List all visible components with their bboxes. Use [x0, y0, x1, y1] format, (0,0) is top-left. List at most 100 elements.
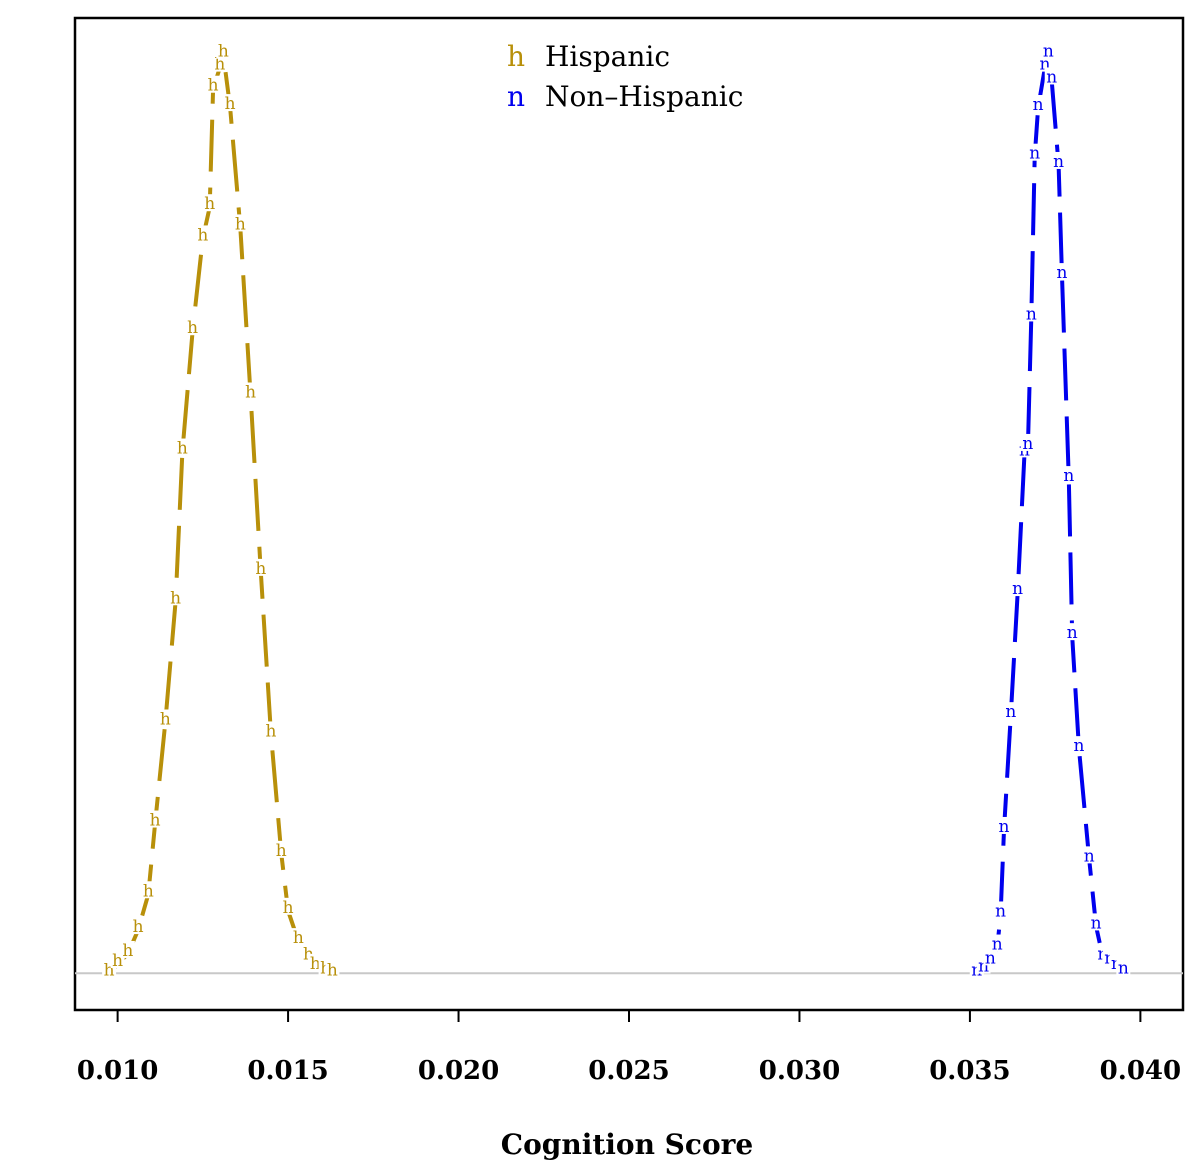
series-hispanic: hhhhhhhhhhhhhhhhhhhhhhhhhhh [102, 41, 340, 980]
point-mask [120, 940, 135, 958]
x-tick-label: 0.040 [1100, 1056, 1181, 1086]
data-point: h [283, 898, 294, 918]
x-tick-label: 0.025 [588, 1056, 669, 1086]
legend: h Hispanic n Non–Hispanic [507, 40, 743, 113]
point-mask [1082, 846, 1097, 864]
point-mask [1089, 913, 1104, 931]
data-point: n [1012, 579, 1023, 599]
data-point: n [1005, 702, 1016, 722]
point-mask [168, 588, 183, 606]
legend-symbol: n [507, 80, 525, 113]
point-mask [175, 438, 190, 456]
point-mask [1010, 579, 1025, 597]
data-point: h [177, 439, 188, 459]
x-tick-label: 0.035 [929, 1056, 1010, 1086]
point-mask [1065, 623, 1080, 641]
data-point: h [170, 588, 181, 608]
point-mask [185, 318, 200, 336]
data-point: n [992, 935, 1003, 955]
data-point: h [310, 954, 321, 974]
point-mask [212, 54, 227, 72]
data-point: h [235, 214, 246, 234]
data-point: n [1118, 958, 1129, 978]
point-mask [983, 948, 998, 966]
point-mask [1024, 304, 1039, 322]
data-point: h [133, 917, 144, 937]
point-mask [141, 881, 156, 899]
data-point: h [293, 928, 304, 948]
data-point: n [1029, 144, 1040, 164]
point-mask [1003, 702, 1018, 720]
data-point: h [214, 55, 225, 75]
data-point: n [1091, 913, 1102, 933]
data-point: n [995, 901, 1006, 921]
data-point: n [985, 948, 996, 968]
x-tick-label: 0.020 [418, 1056, 499, 1086]
point-mask [1027, 143, 1042, 161]
point-mask [1051, 151, 1066, 169]
point-mask [1020, 433, 1035, 451]
data-point: h [187, 318, 198, 338]
point-mask [243, 382, 258, 400]
point-mask [990, 934, 1005, 952]
data-point: h [245, 383, 256, 403]
x-tick-label: 0.030 [759, 1056, 840, 1086]
data-point: h [160, 710, 171, 730]
series-layer: hhhhhhhhhhhhhhhhhhhhhhhhhhhnnnnnnnnnnnnn… [102, 41, 1131, 980]
point-mask [291, 928, 306, 946]
data-point: n [1043, 42, 1054, 62]
data-point: n [1039, 55, 1050, 75]
point-mask [216, 41, 231, 59]
data-point: h [122, 941, 133, 961]
data-point: h [104, 960, 115, 980]
point-mask [1072, 736, 1087, 754]
point-mask [223, 94, 238, 112]
data-point: h [327, 960, 338, 980]
data-point: n [1053, 152, 1064, 172]
point-mask [274, 840, 289, 858]
data-point: h [208, 76, 219, 96]
point-mask [1037, 54, 1052, 72]
data-point: h [255, 559, 266, 579]
point-mask [233, 214, 248, 232]
point-mask [202, 194, 217, 212]
data-point: n [1022, 434, 1033, 454]
data-point: n [1067, 623, 1078, 643]
data-point: n [1084, 846, 1095, 866]
data-point: n [1056, 263, 1067, 283]
data-point: h [204, 194, 215, 214]
point-mask [281, 897, 296, 915]
point-mask [993, 901, 1008, 919]
data-point: h [225, 94, 236, 114]
series-non-hispanic: nnnnnnnnnnnnnnnnnnnnnnnnnnn [969, 41, 1131, 980]
point-mask [253, 558, 268, 576]
legend-symbol: h [507, 40, 525, 73]
data-point: h [150, 811, 161, 831]
data-point: n [1074, 736, 1085, 756]
point-mask [264, 721, 279, 739]
data-point: h [266, 721, 277, 741]
point-mask [1116, 958, 1131, 976]
data-point: n [1033, 95, 1044, 115]
point-mask [1061, 466, 1076, 484]
legend-label: Non–Hispanic [545, 80, 743, 113]
point-mask [325, 960, 340, 978]
point-mask [1031, 95, 1046, 113]
point-mask [148, 810, 163, 828]
point-mask [158, 709, 173, 727]
x-tick-label: 0.010 [77, 1056, 158, 1086]
point-mask [1054, 263, 1069, 281]
x-tick-label: 0.015 [247, 1056, 328, 1086]
point-mask [1044, 67, 1059, 85]
data-point: n [1026, 304, 1037, 324]
point-mask [1041, 41, 1056, 59]
data-point: n [1063, 466, 1074, 486]
data-point: h [276, 841, 287, 861]
data-point: h [143, 881, 154, 901]
data-point: n [978, 957, 989, 977]
series-line [107, 52, 333, 976]
data-point: n [999, 817, 1010, 837]
plot-frame [73, 16, 1185, 1012]
data-point: h [197, 225, 208, 245]
